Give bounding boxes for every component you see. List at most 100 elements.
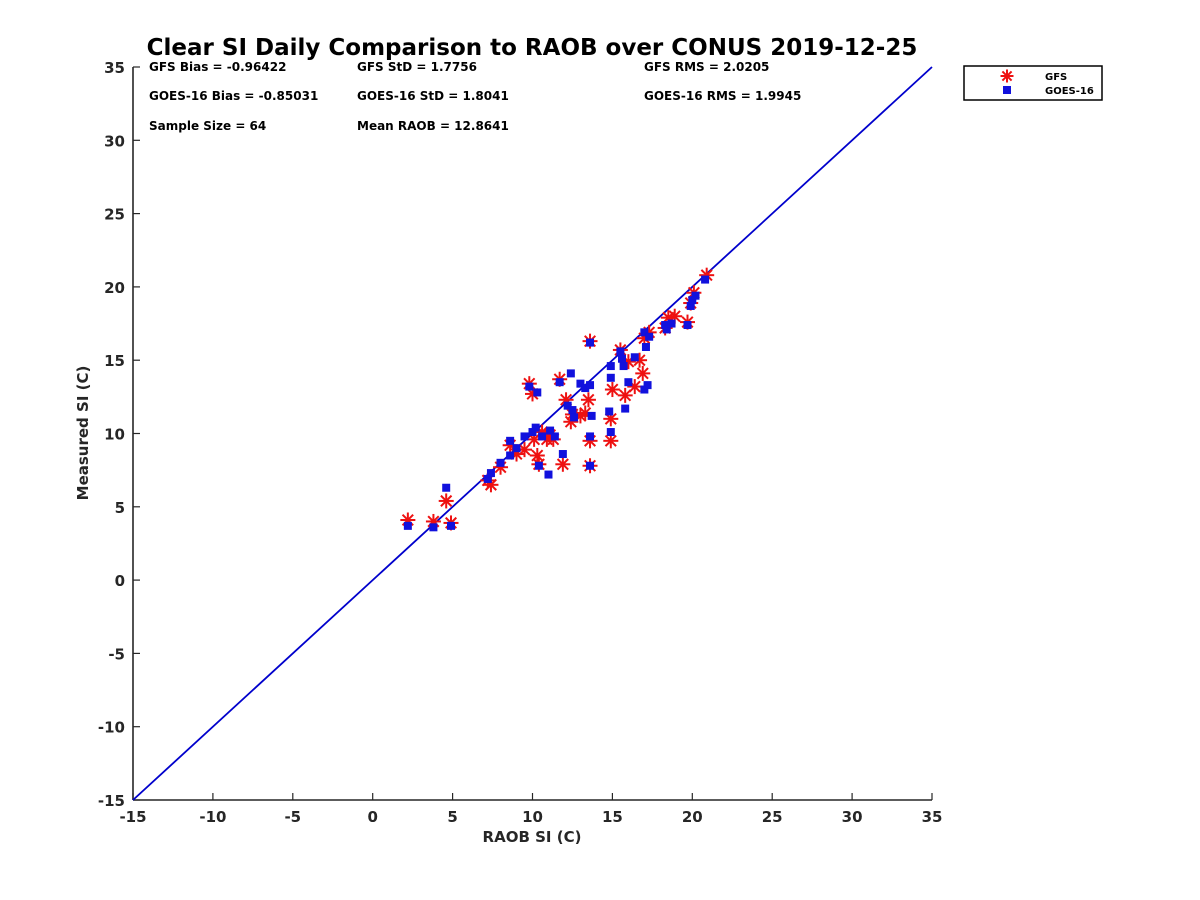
goes16-point	[533, 388, 542, 397]
goes16-point	[555, 378, 564, 387]
goes16-point	[643, 381, 652, 390]
goes16-point	[429, 523, 438, 532]
goes16-point	[640, 328, 649, 337]
goes16-point	[586, 461, 595, 470]
goes16-point	[486, 469, 495, 478]
x-tick-label: 35	[922, 808, 943, 826]
stat-annotation: GFS RMS = 2.0205	[644, 60, 769, 74]
goes16-point	[576, 379, 585, 388]
chart-title: Clear SI Daily Comparison to RAOB over C…	[147, 35, 918, 61]
goes16-point	[667, 319, 676, 328]
gfs-point	[580, 392, 596, 408]
x-tick-label: -10	[199, 808, 226, 826]
y-tick-label: 35	[104, 59, 125, 77]
y-tick-label: -15	[98, 792, 125, 810]
goes16-point	[662, 325, 671, 334]
goes16-point	[538, 432, 547, 441]
goes16-point	[645, 332, 654, 341]
y-tick-label: 0	[115, 572, 125, 590]
legend-goes16-marker	[1003, 86, 1011, 94]
goes16-point	[506, 451, 515, 460]
stat-annotation: Sample Size = 64	[149, 119, 266, 133]
legend-label: GFS	[1045, 72, 1067, 83]
y-tick-label: 15	[104, 352, 125, 370]
goes16-point	[566, 369, 575, 378]
stat-annotation: GOES-16 Bias = -0.85031	[149, 89, 318, 103]
x-tick-label: -5	[284, 808, 301, 826]
legend-box	[963, 65, 1103, 101]
stats-annotations: GFS Bias = -0.96422 GFS StD = 1.7756 GFS R…	[149, 60, 801, 133]
goes16-point	[621, 404, 630, 413]
goes16-point	[605, 407, 614, 416]
goes16-point	[686, 301, 695, 310]
goes16-point	[563, 401, 572, 410]
x-tick-label: 0	[367, 808, 377, 826]
stat-annotation: GFS StD = 1.7756	[357, 60, 477, 74]
goes16-point	[616, 347, 625, 356]
goes16-point	[606, 428, 615, 437]
goes16-point	[550, 432, 559, 441]
x-tick-label: 10	[522, 808, 543, 826]
goes16-point	[506, 436, 515, 445]
legend-label: GOES-16	[1045, 86, 1094, 97]
goes16-point	[403, 521, 412, 530]
goes16-point	[688, 296, 697, 305]
goes16-point	[619, 362, 628, 371]
gfs-point	[635, 365, 651, 381]
x-tick-label: 15	[602, 808, 623, 826]
x-tick-label: 20	[682, 808, 703, 826]
gfs-point	[438, 493, 454, 509]
goes16-point	[525, 382, 534, 391]
y-tick-label: 20	[104, 279, 125, 297]
goes16-point	[691, 291, 700, 300]
goes16-point	[661, 321, 670, 330]
goes16-point	[568, 406, 577, 415]
goes16-point	[442, 483, 451, 492]
stat-annotation: GFS Bias = -0.96422	[149, 60, 286, 74]
stat-annotation: GOES-16 RMS = 1.9945	[644, 89, 801, 103]
gfs-point	[555, 456, 571, 472]
x-tick-label: 5	[447, 808, 457, 826]
goes16-point	[683, 321, 692, 330]
goes16-point	[606, 373, 615, 382]
goes16-point	[624, 378, 633, 387]
goes16-point	[606, 362, 615, 371]
series-goes-16	[403, 275, 710, 532]
legend-gfs-marker	[1000, 69, 1014, 83]
goes16-point	[534, 461, 543, 470]
goes16-point	[586, 432, 595, 441]
y-tick-label: -5	[108, 645, 125, 663]
goes16-point	[531, 423, 540, 432]
goes16-point	[528, 428, 537, 437]
goes16-point	[586, 381, 595, 390]
axes: -15 -10 -5 0 5 10 15 20 25 30 35 -15 -10 -5 0 5 10 15 20 25…	[98, 59, 943, 826]
goes16-point	[630, 353, 639, 362]
gfs-point	[617, 387, 633, 403]
y-tick-label: 30	[104, 132, 125, 150]
stat-annotation: GOES-16 StD = 1.8041	[357, 89, 509, 103]
data-points	[400, 267, 715, 532]
goes16-point	[496, 458, 505, 467]
goes16-point	[546, 426, 555, 435]
x-tick-label: -15	[119, 808, 146, 826]
y-tick-label: 25	[104, 206, 125, 224]
goes16-point	[617, 354, 626, 363]
x-axis-label: RAOB SI (C)	[483, 828, 582, 846]
goes16-point	[512, 444, 521, 453]
goes16-point	[447, 521, 456, 530]
legend: GFS GOES-16	[963, 65, 1103, 101]
goes16-point	[570, 413, 579, 422]
y-tick-label: 5	[115, 499, 125, 517]
y-tick-label: -10	[98, 719, 125, 737]
y-tick-label: 10	[104, 426, 125, 444]
x-tick-label: 30	[842, 808, 863, 826]
goes16-point	[640, 385, 649, 394]
goes16-point	[520, 432, 529, 441]
goes16-point	[544, 470, 553, 479]
goes16-point	[483, 474, 492, 483]
gfs-point	[699, 267, 715, 283]
gfs-point	[517, 442, 533, 458]
stat-annotation: Mean RAOB = 12.8641	[357, 119, 509, 133]
goes16-point	[641, 343, 650, 352]
